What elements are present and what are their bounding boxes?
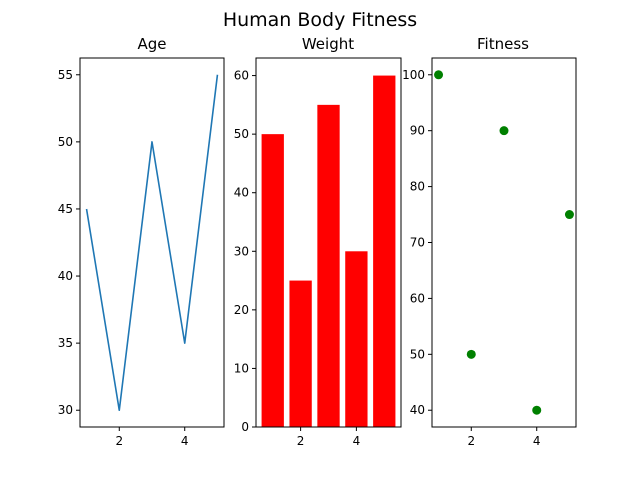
fitness-point bbox=[434, 70, 444, 80]
age-line bbox=[85, 74, 219, 412]
age-y-tick-label: 30 bbox=[58, 403, 73, 417]
weight-y-tick-label: 40 bbox=[234, 186, 249, 200]
weight-panel-title: Weight bbox=[302, 35, 354, 53]
fitness-y-tick-label: 70 bbox=[410, 236, 425, 250]
fitness-panel: Fitness 2 4 40 50 60 70 80 90 100 bbox=[402, 35, 577, 448]
fitness-x-tick-label: 2 bbox=[467, 434, 475, 448]
age-axes-frame bbox=[79, 57, 225, 428]
weight-x-tick-label: 4 bbox=[353, 434, 361, 448]
weight-y-tick-label: 20 bbox=[234, 303, 249, 317]
weight-axes-frame bbox=[255, 57, 402, 428]
weight-y-tick-label: 30 bbox=[234, 244, 249, 258]
fitness-point bbox=[466, 349, 476, 359]
age-panel: Age 2 4 30 35 40 45 50 55 bbox=[58, 35, 225, 448]
age-y-tick-label: 40 bbox=[58, 269, 73, 283]
weight-bar bbox=[373, 75, 396, 427]
weight-bar bbox=[345, 251, 368, 427]
age-y-tick-label: 50 bbox=[58, 135, 73, 149]
weight-bar bbox=[317, 104, 340, 428]
weight-y-tick-label: 60 bbox=[234, 69, 249, 83]
fitness-point bbox=[564, 210, 574, 220]
weight-y-tick-label: 10 bbox=[234, 361, 249, 375]
age-panel-title: Age bbox=[137, 35, 166, 53]
age-x-tick-label: 4 bbox=[181, 434, 189, 448]
fitness-axes-frame bbox=[431, 57, 577, 428]
fitness-y-tick-label: 50 bbox=[410, 347, 425, 361]
fitness-panel-title: Fitness bbox=[477, 35, 529, 53]
fitness-x-tick-label: 4 bbox=[533, 434, 541, 448]
age-y-tick-label: 45 bbox=[58, 202, 73, 216]
weight-y-tick-label: 50 bbox=[234, 127, 249, 141]
fitness-y-tick-label: 60 bbox=[410, 291, 425, 305]
figure-title: Human Body Fitness bbox=[223, 9, 417, 31]
age-x-tick-label: 2 bbox=[115, 434, 123, 448]
fitness-y-tick-label: 40 bbox=[410, 403, 425, 417]
weight-x-tick-label: 2 bbox=[297, 434, 305, 448]
weight-bar bbox=[261, 134, 284, 427]
fitness-point bbox=[532, 405, 542, 415]
weight-y-tick-label: 0 bbox=[241, 420, 249, 434]
age-y-tick-label: 35 bbox=[58, 336, 73, 350]
fitness-y-tick-label: 90 bbox=[410, 124, 425, 138]
fitness-y-tick-label: 100 bbox=[402, 68, 425, 82]
fitness-y-tick-label: 80 bbox=[410, 180, 425, 194]
age-y-tick-label: 55 bbox=[58, 68, 73, 82]
weight-bar bbox=[289, 280, 312, 427]
fitness-point bbox=[499, 126, 509, 136]
